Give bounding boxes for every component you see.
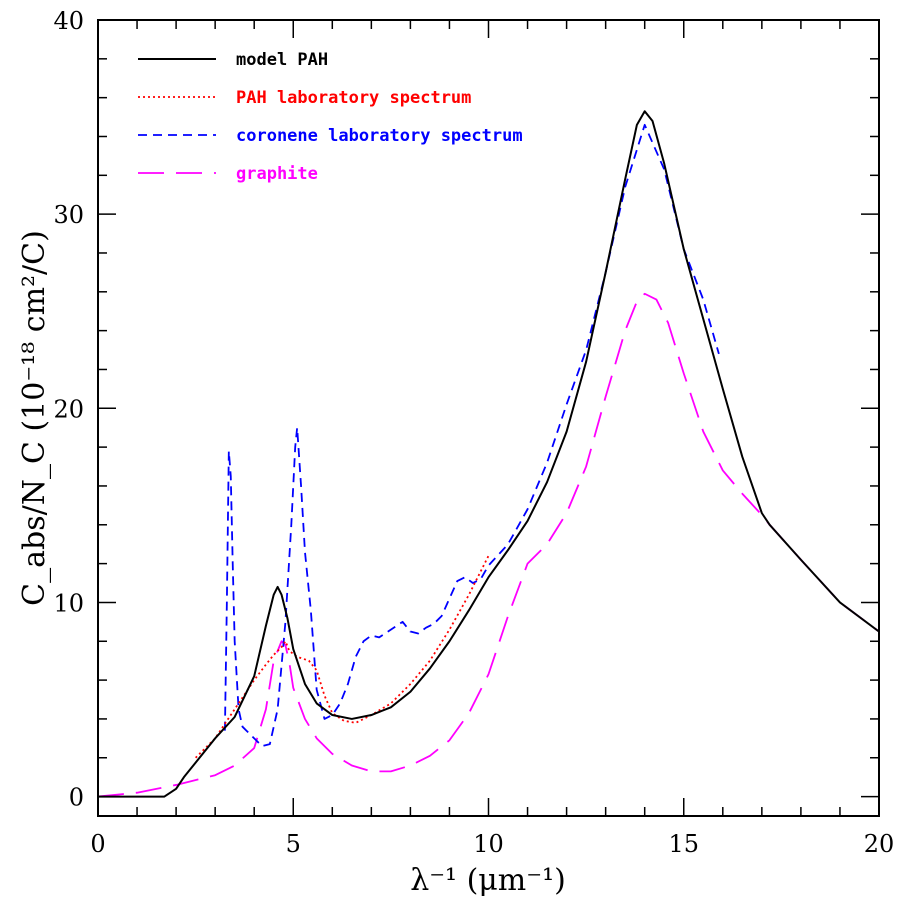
y-tick-label: 10	[53, 589, 84, 617]
x-tick-label: 20	[864, 830, 895, 858]
y-axis-label: C_abs/N_C (10⁻¹⁸ cm²/C)	[17, 230, 52, 606]
legend-label-2: coronene laboratory spectrum	[236, 126, 523, 146]
series-line-1	[194, 555, 490, 759]
x-tick-label: 5	[286, 830, 301, 858]
y-tick-label: 30	[53, 201, 84, 229]
y-tick-label: 0	[69, 784, 84, 812]
series-layer	[98, 110, 879, 798]
legend-label-3: graphite	[236, 164, 318, 184]
series-line-2	[224, 123, 720, 748]
legend-label-0: model PAH	[236, 50, 328, 70]
y-tick-label: 40	[53, 7, 84, 35]
series-line-3	[98, 292, 879, 798]
legend: model PAH PAH laboratory spectrum coronene…	[138, 50, 523, 184]
x-tick-label: 10	[473, 830, 504, 858]
ticks-layer	[97, 19, 880, 816]
x-tick-label: 15	[668, 830, 699, 858]
x-axis-label: λ⁻¹ (μm⁻¹)	[410, 863, 566, 898]
series-line-0	[98, 110, 879, 798]
legend-label-1: PAH laboratory spectrum	[236, 88, 471, 108]
y-tick-label: 20	[53, 395, 84, 423]
x-tick-label: 0	[90, 830, 105, 858]
tick-labels-layer: 0 5 10 15 20 0 10 20 30 40	[53, 7, 894, 858]
